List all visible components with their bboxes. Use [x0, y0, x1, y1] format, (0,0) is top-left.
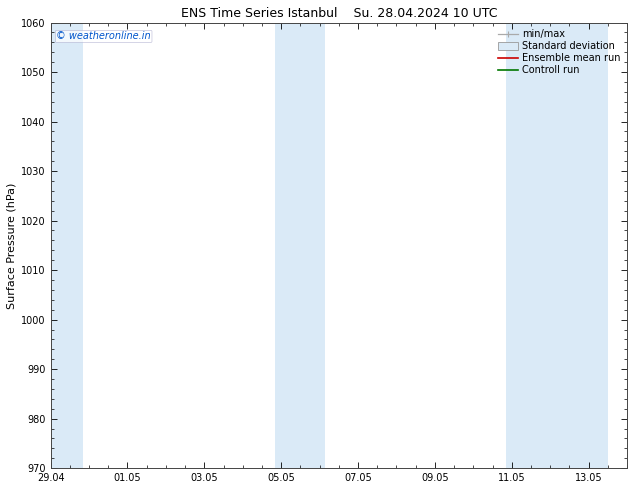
Bar: [275, 23, 325, 468]
Bar: [47, 23, 83, 468]
Bar: [506, 23, 608, 468]
Legend: min/max, Standard deviation, Ensemble mean run, Controll run: min/max, Standard deviation, Ensemble me…: [496, 27, 622, 77]
Y-axis label: Surface Pressure (hPa): Surface Pressure (hPa): [7, 182, 17, 309]
Title: ENS Time Series Istanbul    Su. 28.04.2024 10 UTC: ENS Time Series Istanbul Su. 28.04.2024 …: [181, 7, 497, 20]
Text: © weatheronline.in: © weatheronline.in: [56, 31, 151, 42]
